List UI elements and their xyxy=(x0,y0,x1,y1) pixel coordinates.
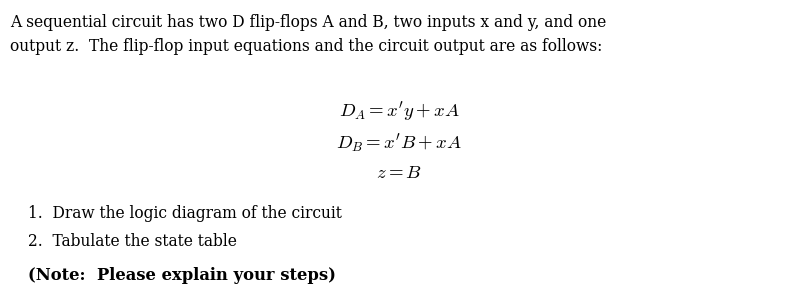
Text: $z = B$: $z = B$ xyxy=(376,163,422,182)
Text: $D_B = x'B + xA$: $D_B = x'B + xA$ xyxy=(336,131,462,154)
Text: output z.  The flip-flop input equations and the circuit output are as follows:: output z. The flip-flop input equations … xyxy=(10,38,602,55)
Text: $D_A = x'y + xA$: $D_A = x'y + xA$ xyxy=(338,100,460,123)
Text: A sequential circuit has two D flip-flops A and B, two inputs x and y, and one: A sequential circuit has two D flip-flop… xyxy=(10,14,606,31)
Text: 1.  Draw the logic diagram of the circuit: 1. Draw the logic diagram of the circuit xyxy=(28,205,342,222)
Text: (Note:  Please explain your steps): (Note: Please explain your steps) xyxy=(28,267,336,284)
Text: 2.  Tabulate the state table: 2. Tabulate the state table xyxy=(28,233,237,250)
